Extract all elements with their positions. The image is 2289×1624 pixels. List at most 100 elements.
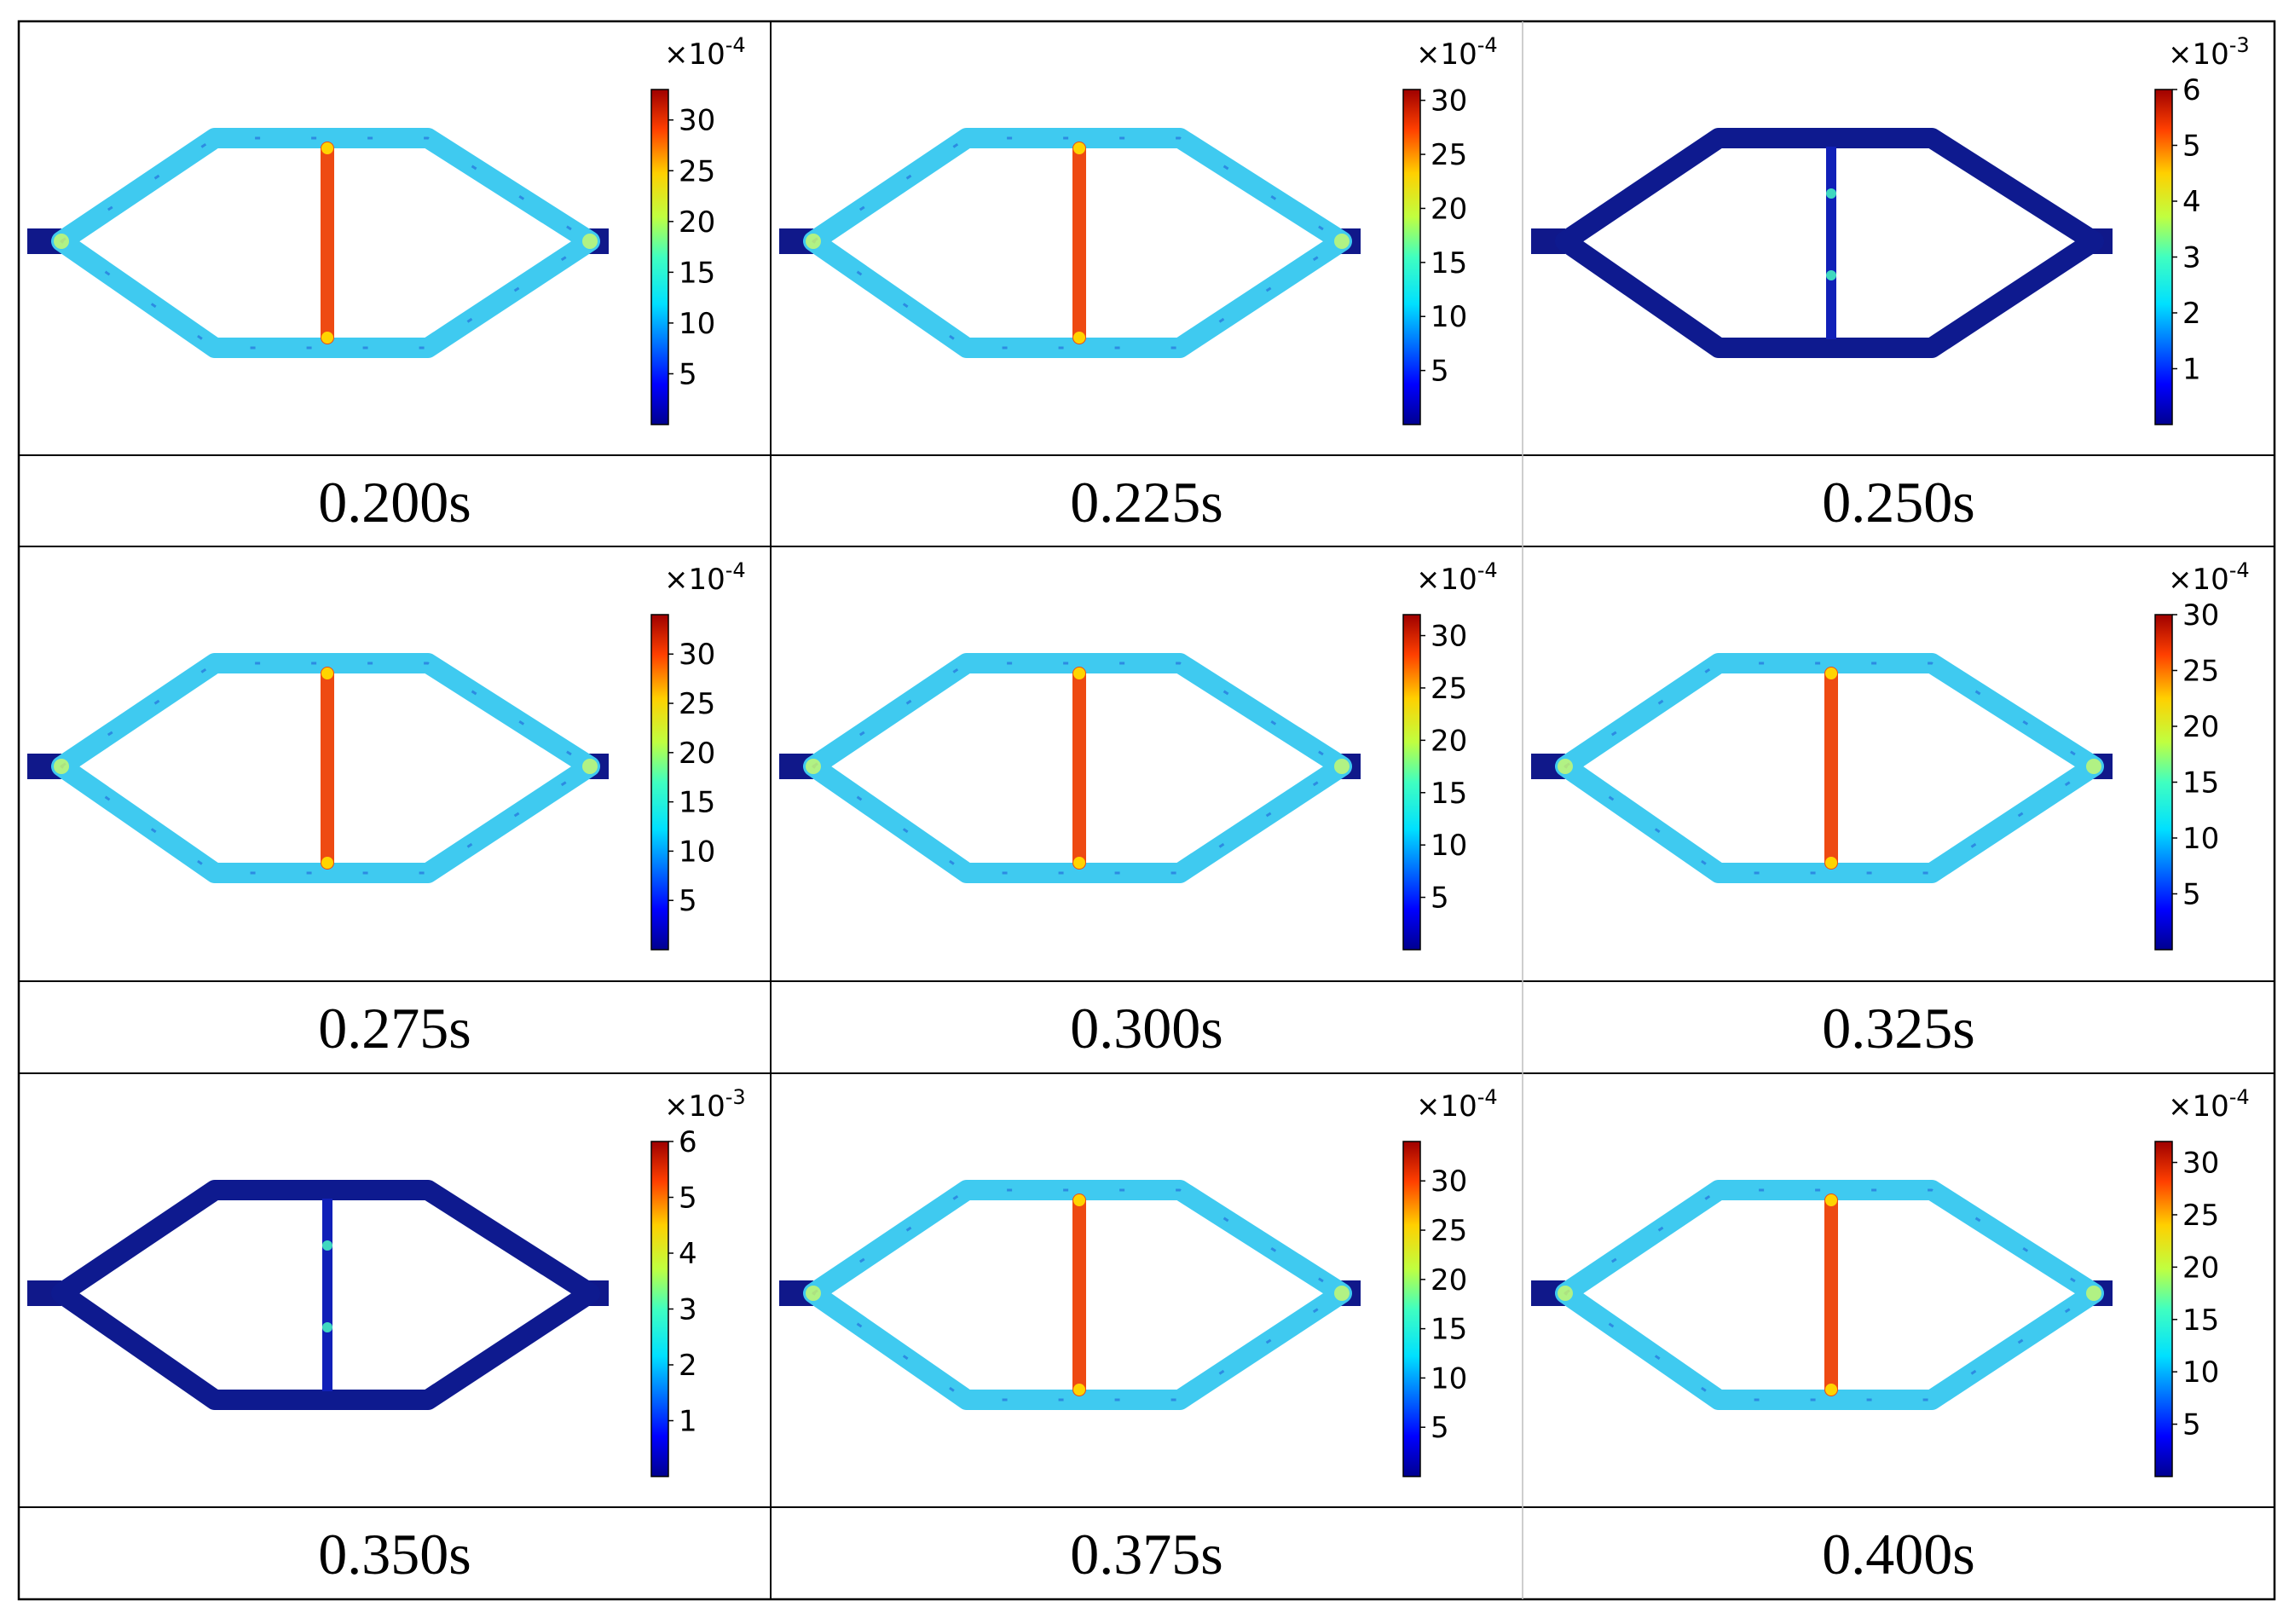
colorbar-tick-label: 5	[679, 884, 697, 918]
joint-highlight	[582, 759, 598, 774]
colorbar-tick-label: 30	[1431, 1165, 1467, 1199]
crossbar-spot	[1826, 188, 1836, 199]
time-caption: 0.350s	[318, 1522, 471, 1586]
colorbar-tick-label: 25	[679, 687, 715, 721]
crossbar-end-hotspot	[1073, 857, 1085, 869]
colorbar-tick-label: 20	[1431, 192, 1467, 226]
joint-highlight	[54, 234, 69, 249]
colorbar-multiplier: ×10-4	[2168, 1085, 2250, 1124]
time-caption: 0.400s	[1822, 1522, 1974, 1586]
colorbar-tick-label: 6	[2182, 73, 2201, 107]
colorbar-tick-label: 15	[679, 786, 715, 820]
colorbar-tick-label: 25	[1431, 1214, 1467, 1248]
colorbar-tick-label: 30	[1431, 84, 1467, 118]
panel: ×10-4 5 10 15 20 25 30 0.400s	[1531, 1085, 2250, 1586]
colorbar	[2154, 1141, 2173, 1477]
colorbar-tick-label: 15	[2182, 766, 2219, 800]
colorbar-tick-label: 5	[2182, 130, 2201, 164]
joint-highlight	[2086, 1286, 2101, 1301]
table-border	[17, 20, 2276, 1601]
colorbar-multiplier: ×10-4	[1416, 1085, 1498, 1124]
colorbar-tick-label: 15	[2182, 1303, 2219, 1338]
colorbar-multiplier: ×10-3	[2168, 33, 2250, 72]
colorbar-tick-label: 1	[2182, 353, 2201, 387]
colorbar	[2154, 614, 2173, 951]
colorbar-tick-label: 4	[2182, 185, 2201, 219]
colorbar	[650, 1141, 669, 1477]
crossbar-spot	[322, 1240, 332, 1251]
colorbar-multiplier: ×10-4	[1416, 558, 1498, 597]
colorbar-tick-label: 25	[2182, 1199, 2219, 1233]
colorbar-tick-label: 20	[679, 737, 715, 771]
colorbar	[650, 614, 669, 951]
crossbar-end-hotspot	[1825, 857, 1837, 869]
frame	[51, 1180, 600, 1410]
panels: ×10-4510152025300.200s×10-4510152025300.…	[27, 33, 2250, 1586]
colorbar	[1402, 89, 1421, 425]
colorbar-tick-label: 10	[679, 835, 715, 869]
panel: ×10-4 5 10 15 20 25 30 0.200s	[27, 33, 746, 535]
joint-highlight	[582, 234, 598, 249]
joint-highlight	[1334, 759, 1350, 774]
colorbar-tick-label: 30	[679, 638, 715, 672]
colorbar-tick-label: 1	[679, 1405, 697, 1439]
crossbar-end-hotspot	[1073, 142, 1085, 154]
colorbar-tick-label: 20	[2182, 710, 2219, 744]
crossbar-end-hotspot	[321, 332, 333, 344]
colorbar-tick-label: 5	[679, 1182, 697, 1216]
colorbar-tick-label: 3	[679, 1293, 697, 1327]
crossbar-end-hotspot	[1073, 668, 1085, 679]
time-caption: 0.325s	[1822, 996, 1974, 1061]
colorbar-tick-label: 2	[679, 1349, 697, 1383]
panel: ×10-4 5 10 15 20 25 30 0.275s	[27, 558, 746, 1061]
panel: ×10-3 1 2 3 4 5 6 0.350s	[27, 1085, 746, 1586]
colorbar-tick-label: 20	[679, 205, 715, 240]
colorbar-tick-label: 30	[2182, 1147, 2219, 1181]
colorbar-tick-label: 5	[1431, 1411, 1449, 1445]
panel: ×10-4 5 10 15 20 25 30 0.375s	[779, 1085, 1498, 1586]
crossbar-end-hotspot	[1073, 332, 1085, 344]
colorbar-tick-label: 25	[1431, 138, 1467, 172]
colorbar-tick-label: 30	[2182, 598, 2219, 633]
panel: ×10-4 5 10 15 20 25 30 0.225s	[779, 33, 1498, 535]
crossbar-end-hotspot	[1825, 1384, 1837, 1396]
colorbar-tick-label: 15	[1431, 777, 1467, 811]
crossbar-end-hotspot	[321, 857, 333, 869]
colorbar-tick-label: 5	[1431, 881, 1449, 916]
joint-highlight	[1334, 234, 1350, 249]
joint-highlight	[1558, 1286, 1573, 1301]
colorbar-multiplier: ×10-3	[664, 1085, 746, 1124]
colorbar-tick-label: 3	[2182, 241, 2201, 275]
colorbar-tick-label: 20	[1431, 1263, 1467, 1297]
panel: ×10-3 1 2 3 4 5 6 0.250s	[1531, 33, 2250, 535]
colorbar-tick-label: 5	[2182, 878, 2201, 912]
crossbar-end-hotspot	[321, 142, 333, 154]
crossbar-end-hotspot	[1073, 1384, 1085, 1396]
colorbar-tick-label: 25	[2182, 655, 2219, 689]
time-caption: 0.200s	[318, 470, 471, 535]
colorbar-tick-label: 20	[1431, 724, 1467, 758]
joint-highlight	[54, 759, 69, 774]
time-caption: 0.225s	[1070, 470, 1223, 535]
colorbar-tick-label: 5	[679, 357, 697, 391]
colorbar-tick-label: 5	[2182, 1408, 2201, 1442]
colorbar-tick-label: 15	[1431, 1313, 1467, 1347]
joint-highlight	[806, 759, 821, 774]
colorbar-tick-label: 10	[1431, 829, 1467, 863]
panel: ×10-4 5 10 15 20 25 30 0.325s	[1531, 558, 2250, 1061]
colorbar-tick-label: 10	[1431, 300, 1467, 334]
colorbar-multiplier: ×10-4	[664, 33, 746, 72]
joint-highlight	[1558, 759, 1573, 774]
crossbar-end-hotspot	[1073, 1194, 1085, 1206]
colorbar-tick-label: 20	[2182, 1251, 2219, 1285]
time-caption: 0.300s	[1070, 996, 1223, 1061]
colorbar	[1402, 614, 1421, 951]
crossbar-end-hotspot	[1825, 1194, 1837, 1206]
colorbar-tick-label: 10	[2182, 1355, 2219, 1390]
colorbar	[1402, 1141, 1421, 1477]
crossbar-end-hotspot	[1825, 668, 1837, 679]
colorbar-tick-label: 6	[679, 1125, 697, 1159]
time-caption: 0.275s	[318, 996, 471, 1061]
colorbar-multiplier: ×10-4	[664, 558, 746, 597]
